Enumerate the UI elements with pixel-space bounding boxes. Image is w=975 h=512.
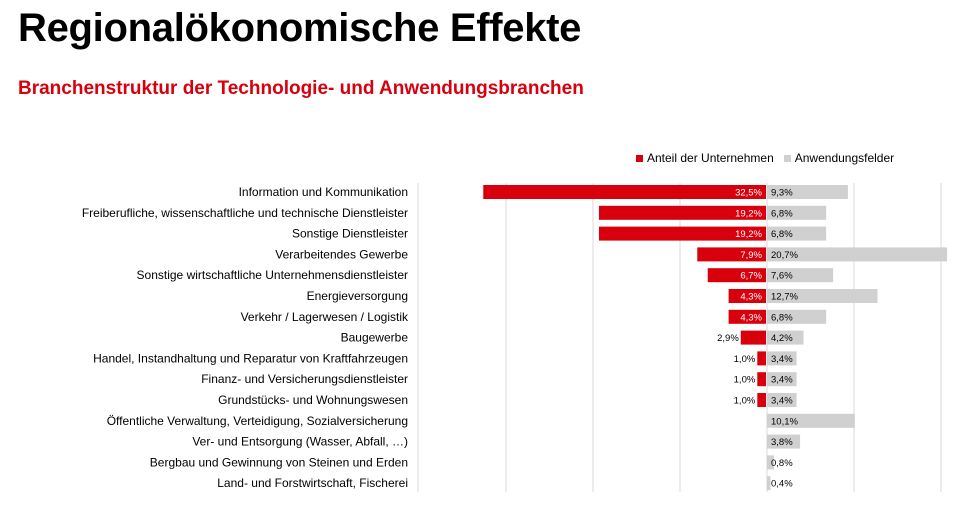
bar-unternehmen (740, 330, 766, 345)
category-label: Freiberufliche, wissenschaftliche und te… (82, 206, 408, 220)
bar-anwendungsfelder (767, 434, 801, 449)
value-label-unternehmen: 19,2% (735, 208, 762, 219)
value-label-anwendungsfelder: 20,7% (771, 250, 798, 261)
value-label-anwendungsfelder: 9,3% (771, 188, 793, 199)
bar-anwendungsfelder (767, 476, 771, 491)
category-label: Handel, Instandhaltung und Reparatur von… (93, 351, 408, 365)
value-label-unternehmen: 1,0% (734, 375, 756, 386)
legend-label-anwendungsfelder: Anwendungsfelder (794, 151, 895, 165)
bar-unternehmen (707, 268, 766, 283)
chart-subtitle: Branchenstruktur der Technologie- und An… (18, 78, 584, 99)
bar-anwendungsfelder (767, 226, 827, 241)
value-label-anwendungsfelder: 3,4% (771, 375, 793, 386)
value-label-anwendungsfelder: 3,4% (771, 354, 793, 365)
value-label-unternehmen: 1,0% (734, 354, 756, 365)
category-label: Baugewerbe (341, 331, 409, 345)
value-label-anwendungsfelder: 7,6% (771, 271, 793, 282)
value-label-anwendungsfelder: 3,8% (771, 437, 793, 448)
bar-anwendungsfelder (767, 309, 827, 324)
value-label-anwendungsfelder: 3,4% (771, 396, 793, 407)
bar-anwendungsfelder (767, 330, 804, 345)
bar-anwendungsfelder (767, 205, 827, 220)
category-label: Energieversorgung (307, 289, 408, 303)
category-label: Sonstige wirtschaftliche Unternehmensdie… (137, 268, 408, 282)
value-label-unternehmen: 4,3% (740, 292, 762, 303)
bar-anwendungsfelder (767, 247, 948, 262)
value-label-unternehmen: 32,5% (735, 188, 762, 199)
bar-anwendungsfelder (767, 289, 878, 303)
category-label: Verkehr / Lagerwesen / Logistik (241, 310, 409, 324)
bar-unternehmen (697, 247, 766, 262)
value-label-anwendungsfelder: 0,8% (771, 458, 793, 469)
value-label-anwendungsfelder: 6,8% (771, 208, 793, 219)
value-label-anwendungsfelder: 6,8% (771, 229, 793, 240)
bar-unternehmen (757, 351, 766, 366)
value-label-unternehmen: 6,7% (740, 271, 762, 282)
bar-anwendungsfelder (767, 393, 797, 407)
value-label-unternehmen: 19,2% (735, 229, 762, 240)
bar-anwendungsfelder (767, 455, 774, 470)
legend-swatch-red (636, 154, 643, 162)
bar-unternehmen (728, 289, 766, 303)
legend-item-unternehmen: Anteil der Unternehmen (636, 151, 774, 165)
value-label-unternehmen: 4,3% (740, 312, 762, 323)
category-label: Verarbeitendes Gewerbe (275, 247, 408, 261)
bar-unternehmen (757, 393, 766, 407)
category-label: Information und Kommunikation (239, 185, 408, 199)
value-label-anwendungsfelder: 10,1% (771, 416, 798, 427)
bar-unternehmen (598, 226, 766, 241)
legend-label-unternehmen: Anteil der Unternehmen (647, 151, 774, 165)
category-label: Land- und Forstwirtschaft, Fischerei (217, 476, 408, 490)
chart-legend: Anteil der Unternehmen Anwendungsfelder (636, 151, 904, 165)
category-label: Sonstige Dienstleister (292, 227, 408, 241)
value-label-unternehmen: 2,9% (717, 333, 739, 344)
category-label: Öffentliche Verwaltung, Verteidigung, So… (107, 414, 408, 428)
bar-anwendungsfelder (767, 413, 855, 428)
value-label-anwendungsfelder: 0,4% (771, 479, 793, 490)
category-label: Bergbau und Gewinnung von Steinen und Er… (150, 455, 408, 469)
bar-unternehmen (728, 309, 766, 324)
category-label: Grundstücks- und Wohnungswesen (218, 393, 408, 407)
bar-anwendungsfelder (767, 268, 834, 283)
legend-item-anwendungsfelder: Anwendungsfelder (783, 151, 895, 165)
bar-anwendungsfelder (767, 185, 848, 199)
value-label-anwendungsfelder: 4,2% (771, 333, 793, 344)
bar-anwendungsfelder (767, 351, 797, 366)
category-label: Finanz- und Versicherungsdienstleister (201, 372, 408, 386)
bar-unternehmen (757, 372, 766, 387)
bar-anwendungsfelder (767, 372, 797, 387)
category-label: Ver- und Entsorgung (Wasser, Abfall, …) (192, 435, 408, 449)
value-label-anwendungsfelder: 12,7% (771, 292, 798, 303)
value-label-unternehmen: 7,9% (740, 250, 762, 261)
bar-unternehmen (598, 205, 766, 220)
legend-swatch-grey (783, 154, 791, 162)
value-label-unternehmen: 1,0% (734, 396, 756, 407)
value-label-anwendungsfelder: 6,8% (771, 312, 793, 323)
page-title: Regionalökonomische Effekte (18, 6, 582, 50)
bar-unternehmen (483, 185, 766, 199)
